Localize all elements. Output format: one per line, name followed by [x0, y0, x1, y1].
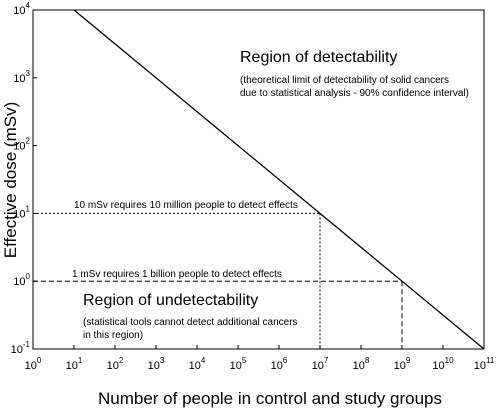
y-tick-label: 10-1: [11, 340, 31, 356]
region-undetectability-note-line-1: (statistical tools cannot detect additio…: [83, 317, 298, 328]
y-axis-title: Effective dose (mSv): [1, 102, 20, 259]
x-tick-label: 101: [66, 356, 83, 372]
y-tick-label: 104: [13, 1, 30, 17]
x-tick-label: 102: [107, 356, 124, 372]
x-tick-label: 105: [230, 356, 247, 372]
y-tick-label: 103: [13, 69, 30, 85]
x-tick-label: 103: [148, 356, 165, 372]
region-undetectability-note-line-2: in this region): [83, 330, 143, 341]
region-detectability-note-line-2: due to statistical analysis - 90% confid…: [240, 88, 469, 99]
annotation-10msv: 10 mSv requires 10 million people to det…: [74, 200, 298, 211]
x-tick-label: 1011: [474, 356, 495, 372]
annotation-1msv: 1 mSv requires 1 billion people to detec…: [72, 269, 282, 280]
y-tick-label: 100: [13, 272, 30, 288]
x-tick-label: 108: [353, 356, 370, 372]
x-axis-title: Number of people in control and study gr…: [98, 389, 442, 408]
plot-frame: [32, 9, 485, 350]
y-tick-label: 101: [13, 204, 30, 220]
x-tick-label: 1010: [432, 356, 454, 372]
region-detectability-note-line-1: (theoretical limit of detectability of s…: [240, 75, 449, 86]
region-detectability-title: Region of detectability: [240, 49, 397, 66]
x-tick-label: 107: [312, 356, 329, 372]
y-tick-label: 102: [13, 137, 30, 153]
x-tick-label: 104: [189, 356, 206, 372]
series-line-0: [73, 9, 485, 350]
x-tick-label: 100: [25, 356, 42, 372]
x-tick-label: 109: [394, 356, 411, 372]
x-tick-label: 106: [271, 356, 288, 372]
region-undetectability-title: Region of undetectability: [83, 292, 258, 309]
